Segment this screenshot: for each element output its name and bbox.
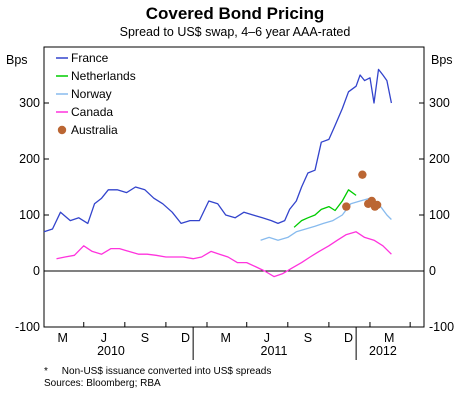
legend-label-norway: Norway — [71, 87, 112, 101]
y-tick-label-right: -100 — [429, 320, 454, 334]
y-tick-label-right: 200 — [429, 152, 450, 166]
series-layer — [43, 68, 424, 278]
y-axis-label-left: Bps — [6, 53, 28, 67]
x-month-label: J — [264, 331, 270, 345]
x-year-label: 2012 — [369, 344, 397, 358]
footnote: * Non-US$ issuance converted into US$ sp… — [44, 366, 272, 377]
x-year-label: 2010 — [97, 344, 125, 358]
x-month-label: D — [181, 331, 190, 345]
australia-point — [358, 170, 367, 179]
y-axis-label-right: Bps — [431, 53, 453, 67]
y-tick-label-left: 100 — [19, 208, 40, 222]
y-tick-label-left: -100 — [15, 320, 40, 334]
legend-label-canada: Canada — [71, 105, 113, 119]
legend-marker-australia — [57, 125, 67, 135]
france-line — [43, 68, 393, 233]
sources-note: Sources: Bloomberg; RBA — [44, 378, 161, 389]
y-axis-ticks: -100 -100 0 0 100 100 200 200 300 300 — [15, 96, 454, 334]
x-year-label: 2011 — [261, 344, 288, 358]
y-tick-label-left: 200 — [19, 152, 40, 166]
y-tick-label-right: 100 — [429, 208, 450, 222]
x-month-label: S — [304, 331, 312, 345]
y-tick-label-left: 0 — [33, 264, 40, 278]
canada-line — [56, 231, 392, 278]
australia-point — [342, 202, 351, 211]
legend-label-australia: Australia — [71, 123, 118, 137]
y-tick-label-right: 0 — [429, 264, 436, 278]
chart-subtitle: Spread to US$ swap, 4–6 year AAA-rated — [120, 25, 351, 39]
legend-label-netherlands: Netherlands — [71, 69, 136, 83]
x-month-label: M — [384, 331, 394, 345]
australia-point — [372, 200, 382, 210]
x-axis-ticks: M J S D M J S D M 2010 2011 2012 — [43, 322, 411, 360]
legend: France Netherlands Norway Canada Australia — [56, 51, 136, 137]
x-month-label: M — [221, 331, 231, 345]
y-tick-label-right: 300 — [429, 96, 450, 110]
netherlands-line — [293, 189, 357, 228]
x-month-label: S — [141, 331, 149, 345]
plot-frame — [43, 46, 425, 328]
y-tick-label-left: 300 — [19, 96, 40, 110]
x-month-label: M — [58, 331, 68, 345]
legend-label-france: France — [71, 51, 109, 65]
chart-title: Covered Bond Pricing — [146, 4, 325, 23]
x-month-label: J — [101, 331, 107, 345]
x-month-label: D — [344, 331, 353, 345]
